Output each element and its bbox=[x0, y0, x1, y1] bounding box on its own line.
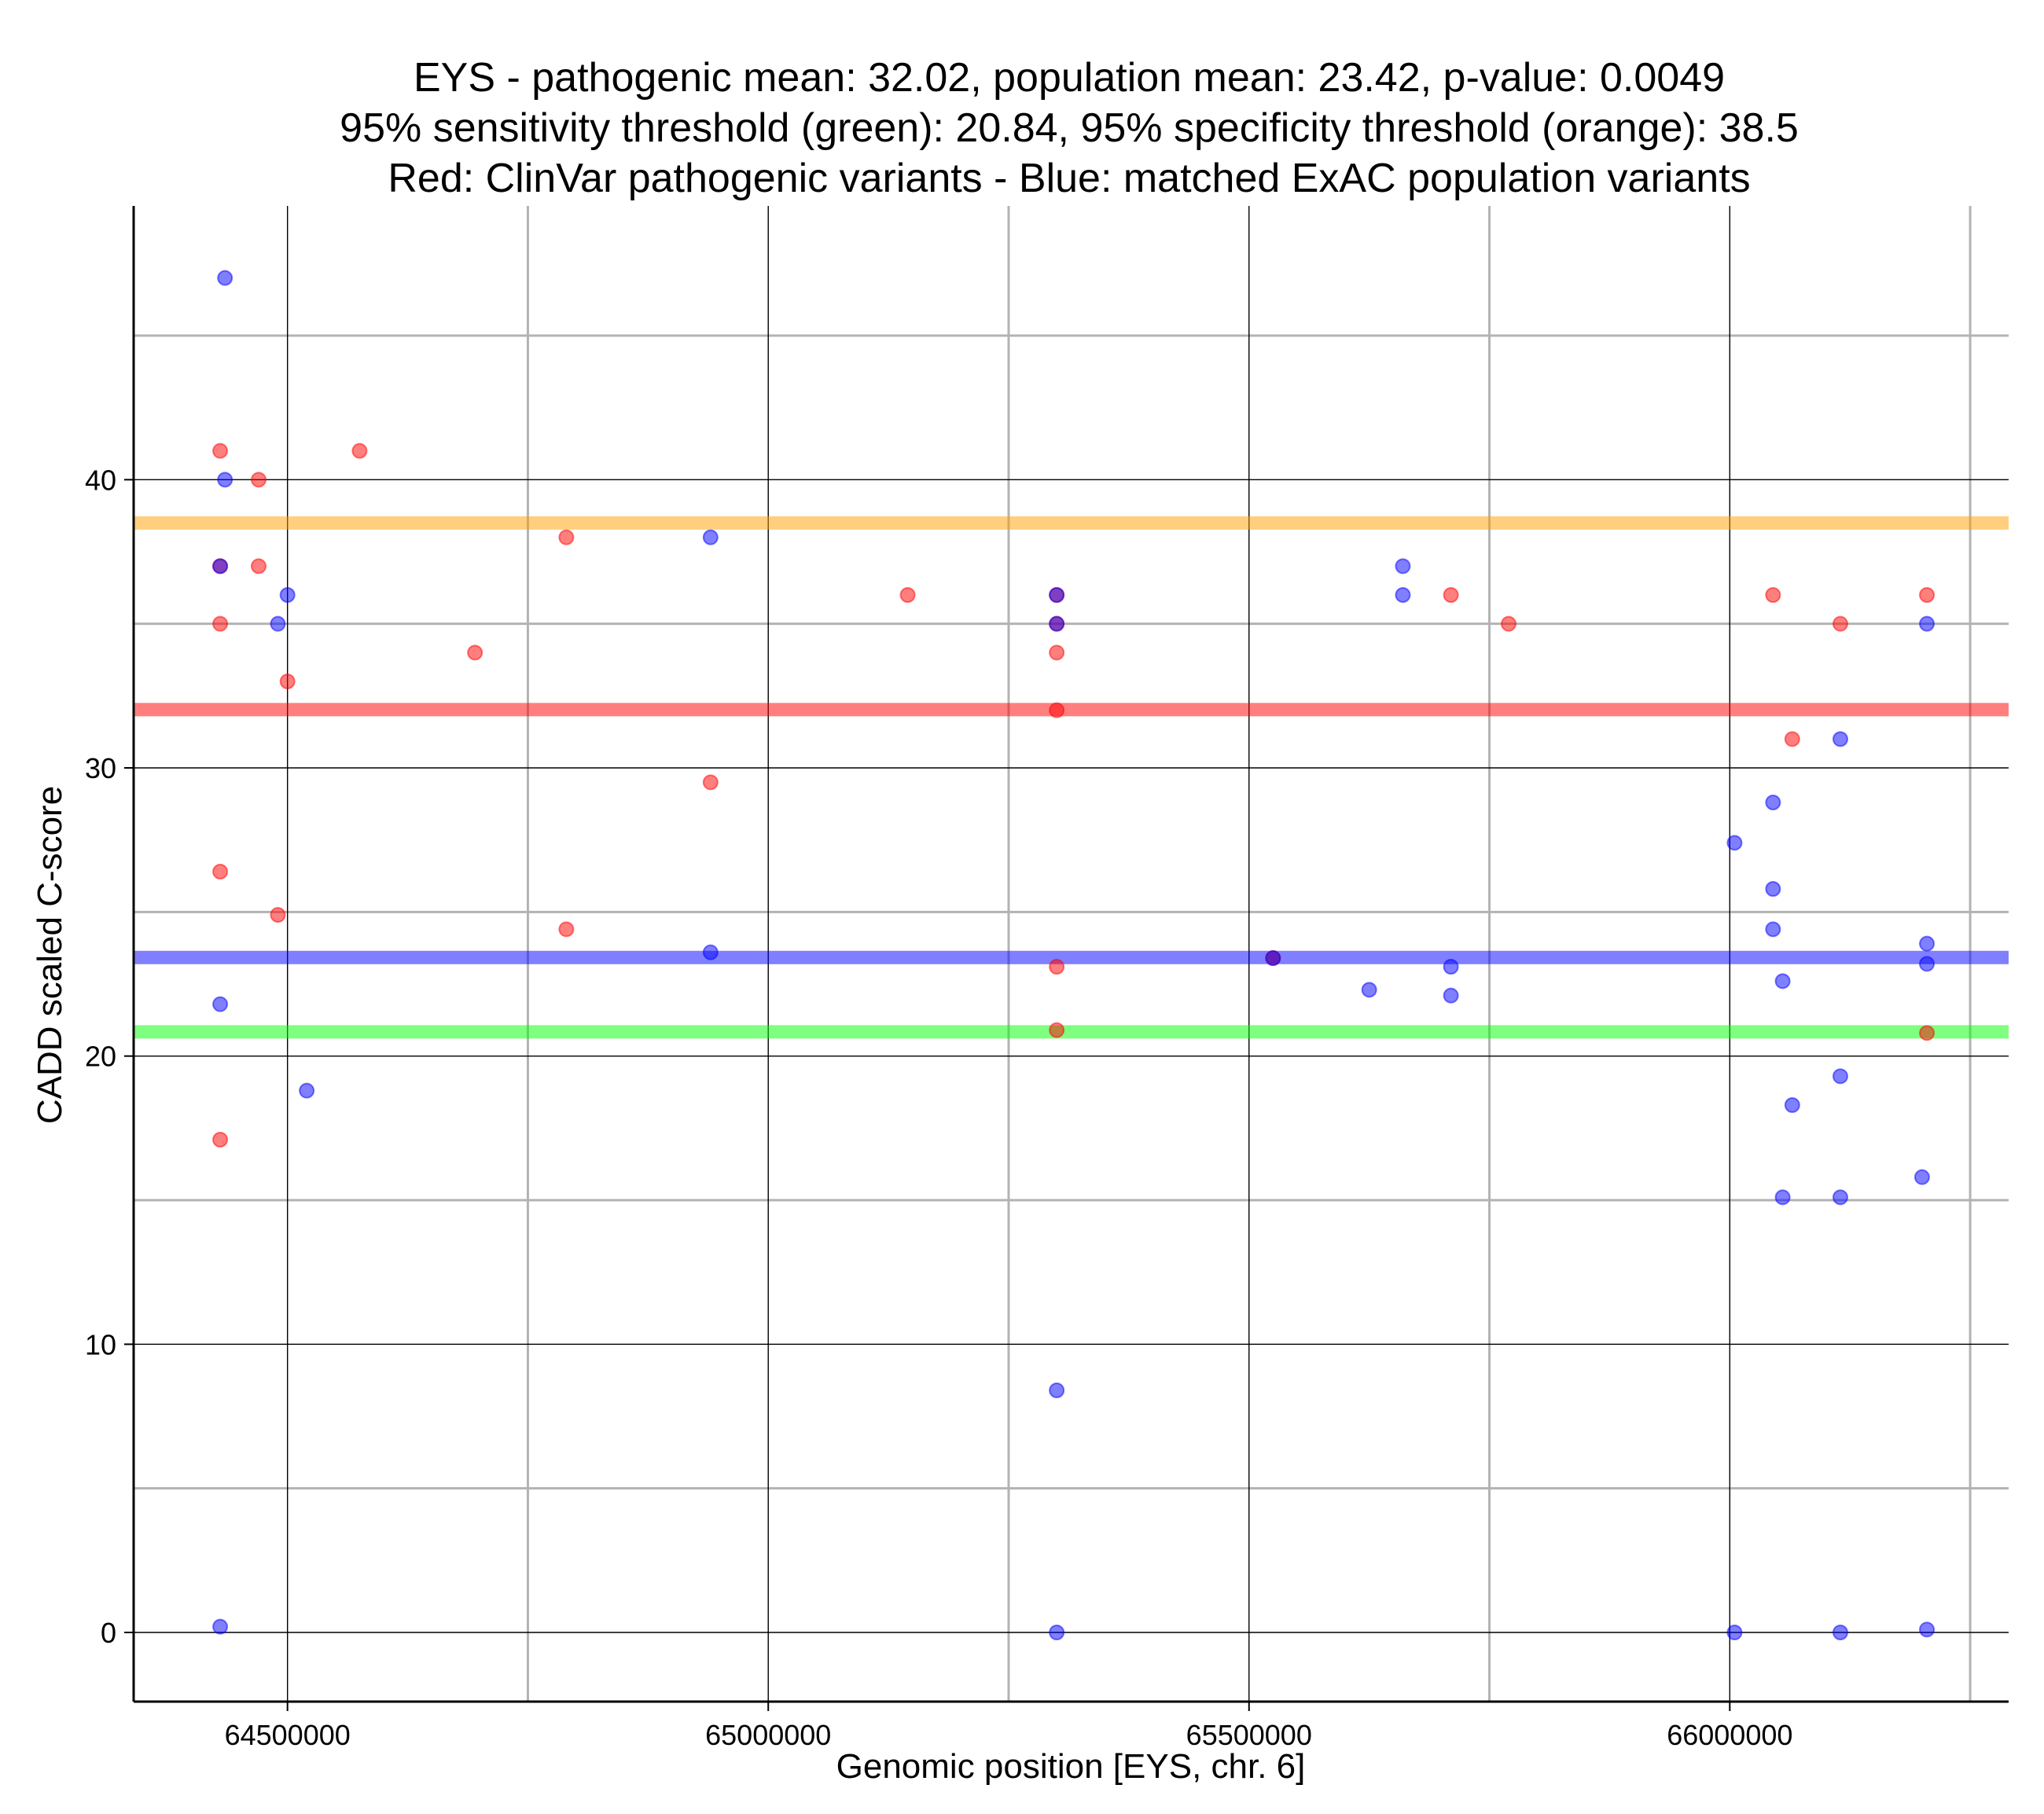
chart-title-line-1: EYS - pathogenic mean: 32.02, population… bbox=[414, 55, 1725, 101]
population-point bbox=[1265, 950, 1281, 966]
chart-title-line-2: 95% sensitivity threshold (green): 20.84… bbox=[340, 105, 1799, 151]
pathogenic-point bbox=[1443, 587, 1459, 603]
population-point bbox=[1726, 835, 1743, 851]
population-point bbox=[702, 944, 719, 960]
x-tick-label: 65000000 bbox=[705, 1719, 831, 1751]
pathogenic-point bbox=[212, 864, 229, 879]
chart-title: EYS - pathogenic mean: 32.02, population… bbox=[340, 55, 1799, 201]
population-point bbox=[1919, 1621, 1936, 1638]
population-point bbox=[212, 558, 229, 575]
population-point bbox=[1774, 973, 1791, 990]
population-point bbox=[217, 270, 233, 286]
population-point bbox=[1443, 987, 1459, 1004]
pathogenic-point bbox=[251, 558, 267, 575]
population-point bbox=[279, 587, 296, 603]
reference-lines bbox=[134, 516, 2009, 1039]
y-tick-label: 30 bbox=[85, 752, 116, 784]
x-tick-label: 64500000 bbox=[225, 1719, 351, 1751]
pathogenic-point bbox=[212, 1132, 229, 1148]
pathogenic-point bbox=[1049, 644, 1065, 661]
population-point bbox=[217, 472, 233, 488]
pathogenic-point bbox=[1049, 959, 1065, 975]
population-point bbox=[1443, 959, 1459, 975]
pathogenic-point bbox=[1832, 615, 1848, 632]
population-point bbox=[1726, 1625, 1743, 1640]
pathogenic-point bbox=[1049, 702, 1065, 718]
population-point bbox=[1049, 587, 1065, 603]
population-point bbox=[1765, 881, 1781, 897]
population-point bbox=[1919, 935, 1936, 952]
population-point bbox=[212, 1618, 229, 1635]
population-point bbox=[1832, 1189, 1848, 1206]
x-axis-label: Genomic position [EYS, chr. 6] bbox=[836, 1747, 1306, 1786]
pathogenic-point bbox=[702, 774, 719, 791]
y-ticks: 0 10 20 30 40 bbox=[85, 464, 134, 1649]
y-tick-label: 10 bbox=[85, 1328, 116, 1360]
population-point bbox=[1765, 921, 1781, 938]
y-tick-label: 0 bbox=[101, 1617, 116, 1649]
population-point bbox=[212, 996, 229, 1012]
minor-grid bbox=[134, 206, 2009, 1702]
population-point bbox=[1832, 731, 1848, 747]
population-point bbox=[1913, 1169, 1930, 1185]
pathogenic-point bbox=[558, 921, 575, 938]
population-point bbox=[1919, 956, 1936, 972]
pathogenic-point bbox=[1919, 587, 1936, 603]
population-point bbox=[1049, 1383, 1065, 1398]
pathogenic-point bbox=[1049, 1022, 1065, 1038]
population-point bbox=[1049, 615, 1065, 632]
population-point bbox=[1919, 615, 1936, 632]
pathogenic-point bbox=[899, 587, 916, 603]
x-tick-label: 65500000 bbox=[1186, 1719, 1312, 1751]
population-point bbox=[1774, 1189, 1791, 1206]
pathogenic-point bbox=[270, 907, 286, 923]
population-point bbox=[1395, 587, 1411, 603]
y-tick-label: 40 bbox=[85, 464, 116, 496]
y-axis-label: CADD scaled C-score bbox=[31, 786, 69, 1124]
population-point bbox=[1784, 1097, 1800, 1113]
pathogenic-point bbox=[1501, 615, 1516, 632]
pathogenic-point bbox=[558, 529, 575, 545]
pathogenic-point bbox=[212, 615, 229, 632]
population-point bbox=[1832, 1068, 1848, 1085]
chart-title-line-3: Red: ClinVar pathogenic variants - Blue:… bbox=[388, 156, 1750, 201]
pathogenic-point bbox=[1765, 587, 1781, 603]
population-point bbox=[299, 1082, 315, 1099]
pathogenic-point bbox=[351, 442, 368, 459]
x-tick-label: 66000000 bbox=[1667, 1719, 1792, 1751]
pathogenic-point bbox=[467, 644, 483, 661]
population-point bbox=[1832, 1625, 1848, 1640]
population-point bbox=[1765, 795, 1781, 810]
pathogenic-point bbox=[212, 442, 229, 459]
pathogenic-point bbox=[251, 472, 267, 488]
population-point bbox=[1049, 1625, 1065, 1640]
pathogenic-point bbox=[1919, 1025, 1936, 1041]
pathogenic-point bbox=[279, 674, 296, 689]
population-point bbox=[1395, 558, 1411, 575]
population-point bbox=[702, 529, 719, 545]
data-points bbox=[212, 270, 1936, 1640]
population-point bbox=[1361, 982, 1377, 998]
pathogenic-point bbox=[1784, 731, 1800, 747]
y-tick-label: 20 bbox=[85, 1041, 116, 1073]
x-ticks: 64500000 65000000 65500000 66000000 bbox=[225, 1702, 1792, 1751]
population-point bbox=[270, 615, 286, 632]
